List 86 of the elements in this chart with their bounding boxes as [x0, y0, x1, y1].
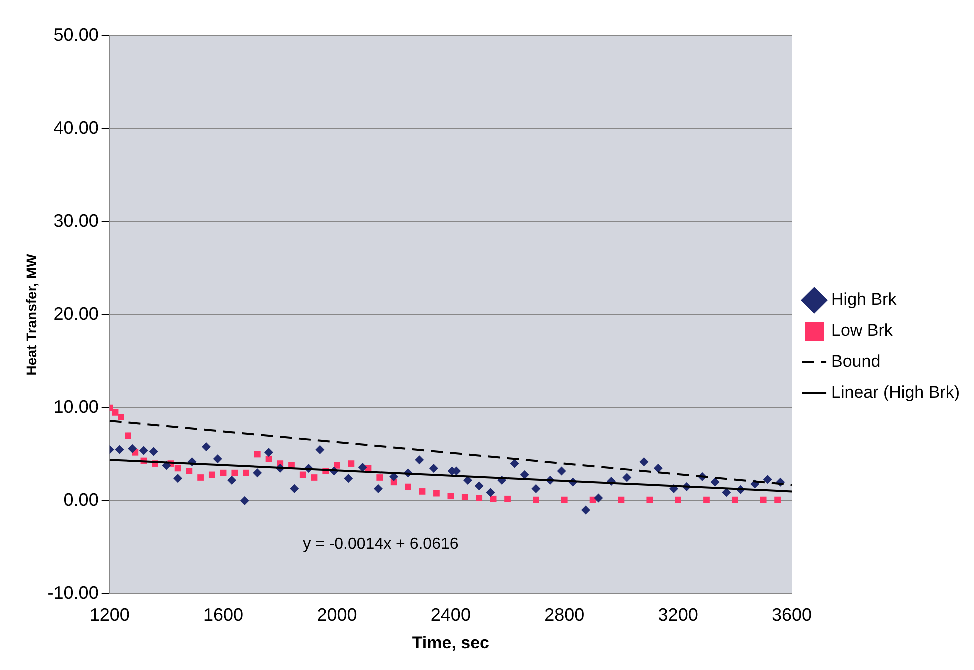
point	[208, 472, 216, 478]
point	[253, 468, 262, 478]
point	[240, 496, 250, 506]
point	[590, 496, 596, 504]
point	[520, 470, 530, 480]
point	[115, 445, 124, 454]
point	[760, 496, 767, 504]
point	[675, 496, 682, 504]
legend-label: Low Brk	[832, 321, 894, 340]
point	[510, 459, 520, 468]
legend-label: Linear (High Brk)	[832, 383, 960, 402]
point	[415, 456, 424, 465]
point	[618, 496, 625, 504]
point	[311, 474, 318, 481]
point	[334, 462, 340, 469]
point	[533, 496, 540, 504]
point	[186, 468, 193, 474]
point	[300, 472, 306, 478]
x-tick-label: 1600	[204, 604, 244, 625]
point	[763, 475, 772, 484]
point	[504, 496, 511, 502]
y-tick-label: 0.00	[64, 490, 99, 510]
x-tick-label: 2000	[317, 604, 358, 625]
point	[419, 488, 426, 495]
point	[264, 448, 274, 458]
point	[344, 474, 354, 484]
point	[174, 474, 183, 484]
point	[561, 496, 568, 504]
point	[429, 464, 438, 473]
annotation: y = -0.0014x + 6.0616	[303, 536, 459, 553]
point	[622, 473, 632, 482]
x-axis-title: Time, sec	[412, 633, 490, 652]
x-tick-label: 2400	[430, 604, 471, 625]
point	[557, 466, 566, 476]
point	[243, 470, 250, 476]
point	[348, 460, 355, 467]
point	[581, 506, 590, 515]
point	[532, 484, 541, 494]
point	[376, 474, 384, 481]
point	[290, 484, 300, 494]
point	[149, 447, 158, 456]
point	[474, 482, 484, 491]
point	[202, 442, 211, 452]
point	[476, 495, 483, 502]
x-tick-label: 1200	[90, 604, 130, 625]
point	[128, 444, 138, 454]
point	[405, 484, 412, 490]
point	[710, 478, 720, 487]
point	[112, 409, 119, 416]
point	[594, 494, 604, 503]
point	[774, 496, 781, 504]
point	[434, 490, 440, 497]
y-axis-title: Heat Transfer, MW	[23, 254, 40, 376]
y-tick-label: -10.00	[48, 582, 99, 603]
point	[220, 470, 227, 476]
point	[486, 488, 496, 498]
point	[213, 454, 222, 464]
x-tick-label: 2800	[544, 604, 585, 625]
point	[654, 464, 663, 473]
point	[139, 446, 148, 456]
y-tick-label: 40.00	[54, 118, 99, 138]
y-tick-label: 30.00	[54, 210, 99, 231]
point	[374, 484, 383, 494]
legend-label: Bound	[832, 352, 881, 372]
point	[704, 496, 710, 504]
y-tick-label: 20.00	[54, 304, 99, 324]
y-tick-label: 10.00	[54, 396, 99, 417]
point	[640, 457, 649, 466]
point	[266, 456, 272, 462]
point	[254, 451, 261, 458]
point	[490, 496, 497, 502]
x-tick-label: 3600	[772, 604, 812, 625]
point	[316, 445, 325, 454]
point	[448, 493, 454, 500]
point	[125, 432, 132, 440]
legend-label: High Brk	[832, 290, 898, 310]
point	[118, 414, 124, 420]
point	[732, 496, 738, 504]
point	[198, 474, 204, 481]
point	[646, 496, 654, 504]
x-tick-label: 3200	[658, 604, 698, 625]
point	[228, 476, 237, 486]
point	[232, 470, 238, 476]
y-tick-label: 50.00	[54, 24, 99, 45]
point	[390, 472, 399, 482]
point	[462, 494, 468, 500]
